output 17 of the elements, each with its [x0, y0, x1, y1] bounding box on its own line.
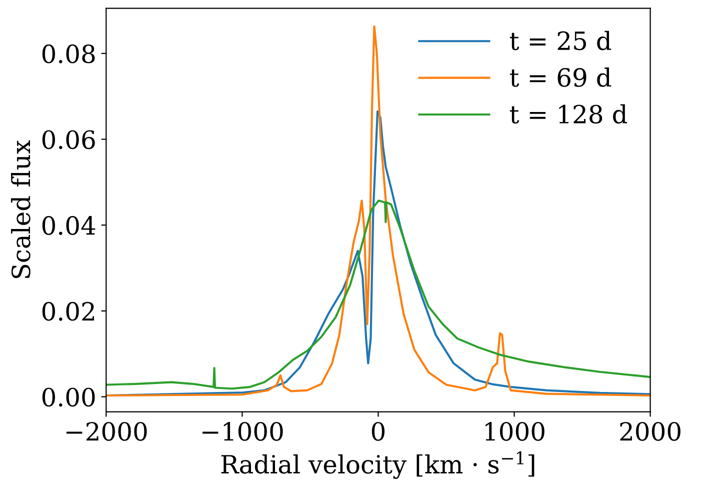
y-tick-label: 0.04	[42, 216, 96, 235]
x-tick-label: −1000	[202, 422, 283, 441]
legend-label: t = 69 d	[510, 68, 612, 87]
y-axis-title: Scaled flux	[11, 140, 30, 278]
y-tick-label: 0.08	[42, 44, 95, 64]
x-tick-label: 0	[372, 422, 385, 441]
y-tick-label: 0.00	[42, 388, 95, 407]
legend-label: t = 25 d	[510, 30, 612, 50]
x-axis-title: Radial velocity [km · s$^{−1}$]	[221, 451, 534, 479]
line-series	[106, 200, 650, 390]
line-series	[106, 25, 650, 397]
x-tick-label: −2000	[66, 422, 147, 441]
y-tick-label: 0.06	[42, 130, 95, 150]
legend-label: t = 128 d	[510, 104, 628, 124]
y-tick-label: 0.02	[42, 302, 94, 321]
x-tick-label: 1000	[485, 422, 544, 441]
x-tick-label: 2000	[620, 422, 680, 441]
